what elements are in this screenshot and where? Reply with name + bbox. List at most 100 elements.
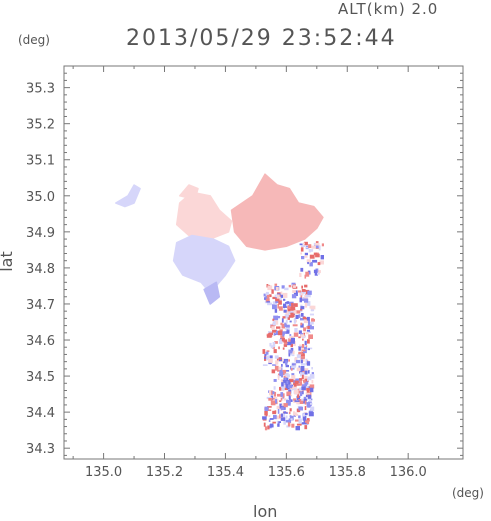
echo-speckle [274,355,279,359]
echo-speckle [282,292,288,298]
x-axis-unit: (deg) [452,486,484,500]
echo-speckle [303,319,308,323]
echo-speckle [274,341,278,344]
echo-speckle [275,287,279,291]
echo-speckle [304,375,308,379]
echo-speckle [278,357,282,360]
echo-speckle [294,400,300,402]
echo-speckle [296,400,299,405]
echo-speckle [273,386,276,390]
echo-speckle [285,375,288,378]
echo-speckle [309,374,315,379]
y-tick-label: 34.9 [26,226,55,241]
echo-speckle [278,366,282,370]
echo-speckle [267,425,270,430]
echo-speckle [298,330,302,334]
echo-speckle [272,304,277,310]
echo-speckle [300,372,305,377]
echo-speckle [309,254,315,259]
echo-speckle [262,349,266,354]
echo-speckle [278,300,282,305]
echo-region [203,281,221,305]
echo-speckle [272,410,277,415]
echo-speckle [281,318,284,323]
echo-speckle [293,332,299,337]
echo-speckle [313,252,318,256]
echo-speckle [283,398,287,401]
echo-speckle [301,298,305,302]
echo-speckle [300,308,303,311]
echo-speckle [280,397,283,401]
y-tick-label: 35.0 [26,190,55,205]
x-axis-ticks: 135.0 135.2 135.4 135.6 135.8 136.0 [72,66,440,480]
echo-speckle [297,388,303,394]
echo-speckle [309,326,314,330]
echo-speckle [265,291,269,295]
x-tick-label: 135.2 [146,465,183,480]
echo-speckle [286,302,288,307]
echo-speckle [304,378,309,382]
echo-speckle [300,306,305,310]
echo-speckle [291,354,295,357]
echo-speckle [290,394,293,397]
echo-speckle [304,274,307,279]
echo-speckle [299,344,304,347]
echo-speckle [277,330,283,336]
echo-speckle [280,417,286,421]
echo-speckle [301,245,306,247]
echo-region [178,184,199,201]
echo-speckle [290,339,295,344]
echo-speckle [285,324,290,328]
echo-speckle [269,390,273,395]
echo-speckle [289,382,292,386]
echo-speckle [276,356,279,362]
echo-speckle [267,406,272,408]
echo-speckle [274,309,278,313]
echo-speckle [280,407,285,411]
echo-speckle [299,387,303,391]
echo-speckle [278,346,280,350]
echo-speckle [276,293,281,295]
echo-speckle [287,402,291,406]
echo-speckle [294,384,297,387]
echo-speckle [309,261,313,267]
echo-speckle [273,349,277,354]
echo-speckle [300,267,304,272]
echo-speckle [285,326,290,330]
echo-speckle [301,351,305,356]
echo-speckle [306,329,310,332]
echo-speckle [305,295,309,298]
echo-speckle [288,284,292,288]
echo-speckle [277,303,279,309]
echo-speckle [272,318,275,321]
echo-speckle [286,391,291,396]
echo-speckle [294,328,298,332]
echo-speckle [308,244,312,248]
echo-speckle [286,412,288,414]
echo-speckle [300,366,305,371]
echo-speckle [279,403,282,409]
echo-speckle [301,292,303,295]
echo-speckle [306,388,310,393]
echo-speckle [277,421,281,423]
echo-speckle [306,386,311,390]
echo-speckle [312,259,318,263]
echo-speckle [283,339,288,343]
echo-region [172,234,236,294]
echo-speckle [309,313,314,316]
x-tick-label: 135.8 [329,465,366,480]
echo-speckle [275,298,280,302]
echo-speckle [273,320,279,325]
echo-speckle [303,327,306,332]
x-tick-label: 135.4 [207,465,244,480]
echo-speckle [281,285,285,289]
echo-speckle [296,367,301,372]
echo-speckle [289,320,292,323]
echo-speckle [306,294,311,298]
echo-speckle [264,354,267,358]
echo-speckle [315,241,319,243]
echo-speckle [289,335,294,340]
echo-speckle [318,245,321,251]
echo-speckle [298,314,301,318]
